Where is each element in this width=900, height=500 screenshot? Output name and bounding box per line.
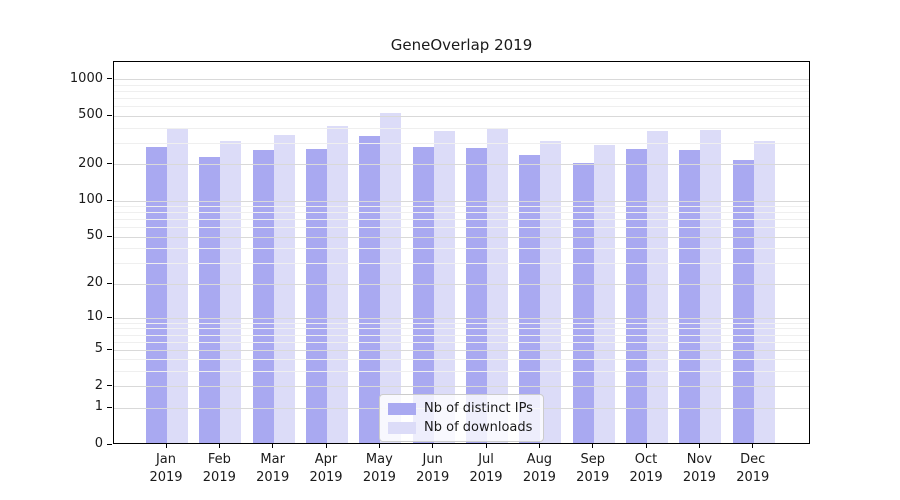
y-tick-mark — [107, 443, 112, 445]
x-tick-label: Oct 2019 — [629, 452, 663, 485]
y-tick-label: 200 — [78, 155, 103, 171]
legend-label: Nb of distinct IPs — [424, 401, 533, 416]
y-tick-label: 1 — [94, 399, 103, 415]
x-tick-label: Mar 2019 — [256, 452, 290, 485]
bar — [540, 141, 562, 443]
bar — [732, 159, 754, 443]
x-tick-mark — [218, 444, 220, 448]
x-tick-label: Jul 2019 — [469, 452, 503, 485]
y-tick-mark — [107, 163, 112, 165]
bar — [519, 154, 541, 443]
y-tick-label: 20 — [86, 275, 103, 291]
y-tick-mark — [107, 199, 112, 201]
x-tick-label: May 2019 — [362, 452, 396, 485]
x-tick-mark — [645, 444, 647, 448]
x-tick-mark — [432, 444, 434, 448]
bar — [380, 113, 402, 443]
x-tick-mark — [752, 444, 754, 448]
x-tick-label: Dec 2019 — [736, 452, 770, 485]
bar — [199, 156, 221, 443]
y-tick-label: 1000 — [69, 70, 103, 86]
x-tick-mark — [165, 444, 167, 448]
y-tick-mark — [107, 316, 112, 318]
x-tick-label: Aug 2019 — [522, 452, 556, 485]
legend-item: Nb of downloads — [388, 420, 533, 435]
x-tick-mark — [325, 444, 327, 448]
bar — [306, 148, 328, 443]
bar — [167, 128, 188, 443]
bar — [679, 150, 701, 443]
bar — [572, 162, 594, 443]
y-tick-mark — [107, 282, 112, 284]
chart-title: GeneOverlap 2019 — [390, 36, 533, 54]
x-tick-label: Sep 2019 — [576, 452, 610, 485]
bar — [359, 135, 381, 443]
y-tick-label: 10 — [86, 309, 103, 325]
legend-item: Nb of distinct IPs — [388, 401, 533, 416]
legend: Nb of distinct IPs Nb of downloads — [379, 394, 544, 442]
y-tick-mark — [107, 406, 112, 408]
bar — [466, 148, 488, 443]
x-tick-mark — [538, 444, 540, 448]
bar — [433, 130, 455, 443]
y-tick-label: 2 — [94, 377, 103, 393]
bar — [626, 149, 648, 443]
bar — [273, 134, 295, 443]
bar — [412, 147, 434, 443]
bar — [647, 130, 669, 443]
x-tick-label: Apr 2019 — [309, 452, 343, 485]
bar — [753, 140, 775, 443]
plot-area — [113, 61, 810, 444]
y-tick-mark — [107, 114, 112, 116]
bar — [327, 126, 349, 443]
x-tick-mark — [485, 444, 487, 448]
y-tick-label: 500 — [78, 107, 103, 123]
bar — [146, 147, 167, 443]
x-tick-mark — [272, 444, 274, 448]
x-tick-label: Jun 2019 — [416, 452, 450, 485]
y-tick-label: 5 — [94, 341, 103, 357]
y-tick-label: 100 — [78, 192, 103, 208]
legend-label: Nb of downloads — [424, 420, 533, 435]
y-tick-mark — [107, 235, 112, 237]
bar — [700, 129, 722, 443]
x-tick-label: Jan 2019 — [149, 452, 183, 485]
bar — [252, 149, 274, 443]
y-tick-label: 50 — [86, 228, 103, 244]
x-tick-label: Nov 2019 — [682, 452, 716, 485]
y-tick-mark — [107, 348, 112, 350]
y-tick-label: 0 — [94, 436, 103, 451]
bar — [220, 141, 242, 443]
x-tick-mark — [698, 444, 700, 448]
bars-layer — [114, 62, 809, 443]
x-tick-mark — [592, 444, 594, 448]
x-tick-mark — [378, 444, 380, 448]
x-tick-label: Feb 2019 — [202, 452, 236, 485]
y-tick-mark — [107, 385, 112, 387]
y-tick-mark — [107, 78, 112, 80]
legend-swatch — [388, 402, 416, 415]
bar — [593, 145, 615, 443]
legend-swatch — [388, 421, 416, 434]
